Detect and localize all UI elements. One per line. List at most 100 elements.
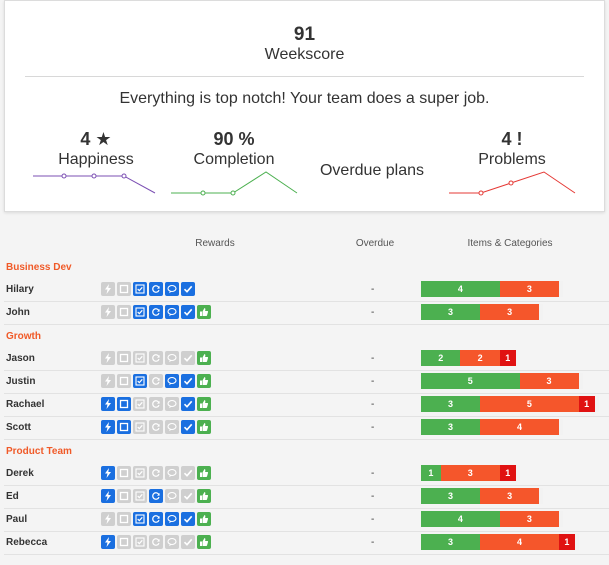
bolt-icon[interactable] <box>101 397 115 411</box>
metric-happiness[interactable]: 4 ★ Happiness <box>21 129 171 169</box>
member-name[interactable]: Justin <box>6 376 36 387</box>
chat-icon[interactable] <box>165 535 179 549</box>
member-name[interactable]: Paul <box>6 514 28 525</box>
thumbs-up-icon[interactable] <box>197 420 211 434</box>
table-row[interactable]: Rachael - 3 5 1 <box>0 394 609 417</box>
check-icon[interactable] <box>181 305 195 319</box>
member-name[interactable]: Rebecca <box>6 537 48 548</box>
member-name[interactable]: Hilary <box>6 284 34 295</box>
square-icon[interactable] <box>117 282 131 296</box>
refresh-icon[interactable] <box>149 466 163 480</box>
refresh-icon[interactable] <box>149 420 163 434</box>
refresh-icon[interactable] <box>149 512 163 526</box>
chat-icon[interactable] <box>165 397 179 411</box>
checkbox-icon[interactable] <box>133 489 147 503</box>
thumbs-up-icon[interactable] <box>197 466 211 480</box>
chat-icon[interactable] <box>165 466 179 480</box>
check-icon[interactable] <box>181 397 195 411</box>
table-row[interactable]: John - 3 3 <box>0 302 609 325</box>
table-row[interactable]: Paul - 4 3 <box>0 509 609 532</box>
square-icon[interactable] <box>117 420 131 434</box>
checkbox-icon[interactable] <box>133 374 147 388</box>
checkbox-icon[interactable] <box>133 535 147 549</box>
square-icon[interactable] <box>117 466 131 480</box>
member-name[interactable]: Ed <box>6 491 19 502</box>
square-icon[interactable] <box>117 489 131 503</box>
metric-completion[interactable]: 90 % Completion <box>159 129 309 169</box>
bolt-icon[interactable] <box>101 512 115 526</box>
square-icon[interactable] <box>117 512 131 526</box>
table-row[interactable]: Scott - 3 4 <box>0 417 609 440</box>
thumbs-up-icon[interactable] <box>197 374 211 388</box>
table-row[interactable]: Hilary - 4 3 <box>0 279 609 302</box>
thumbs-up-icon[interactable] <box>197 305 211 319</box>
refresh-icon[interactable] <box>149 305 163 319</box>
bolt-icon[interactable] <box>101 351 115 365</box>
square-icon[interactable] <box>117 397 131 411</box>
member-name[interactable]: Jason <box>6 353 35 364</box>
table-row[interactable]: Derek - 1 3 1 <box>0 463 609 486</box>
chat-icon[interactable] <box>165 489 179 503</box>
checkbox-icon[interactable] <box>133 466 147 480</box>
thumbs-up-icon[interactable] <box>197 351 211 365</box>
bolt-icon[interactable] <box>101 305 115 319</box>
checkbox-icon[interactable] <box>133 282 147 296</box>
check-icon[interactable] <box>181 535 195 549</box>
table-row[interactable]: Rebecca - 3 4 1 <box>0 532 609 555</box>
checkbox-icon[interactable] <box>133 305 147 319</box>
check-icon[interactable] <box>181 282 195 296</box>
checkbox-icon[interactable] <box>133 397 147 411</box>
checkbox-icon[interactable] <box>133 351 147 365</box>
square-icon[interactable] <box>117 305 131 319</box>
member-name[interactable]: Derek <box>6 468 34 479</box>
table-row[interactable]: Justin - 5 3 <box>0 371 609 394</box>
bolt-icon[interactable] <box>101 489 115 503</box>
refresh-icon[interactable] <box>149 535 163 549</box>
table-row[interactable]: Ed - 3 3 <box>0 486 609 509</box>
refresh-icon[interactable] <box>149 489 163 503</box>
metric-problems[interactable]: 4 ! Problems <box>437 129 587 169</box>
bolt-icon[interactable] <box>101 282 115 296</box>
checkbox-icon[interactable] <box>133 420 147 434</box>
chat-icon[interactable] <box>165 420 179 434</box>
chat-icon[interactable] <box>165 282 179 296</box>
check-icon[interactable] <box>181 374 195 388</box>
bolt-icon[interactable] <box>101 466 115 480</box>
check-icon[interactable] <box>181 512 195 526</box>
refresh-icon[interactable] <box>149 351 163 365</box>
thumbs-up-icon[interactable] <box>197 535 211 549</box>
check-icon[interactable] <box>181 420 195 434</box>
thumbs-up-icon[interactable] <box>197 512 211 526</box>
check-icon[interactable] <box>181 351 195 365</box>
bolt-icon[interactable] <box>101 420 115 434</box>
member-name[interactable]: Rachael <box>6 399 45 410</box>
check-icon[interactable] <box>181 489 195 503</box>
chat-icon[interactable] <box>165 374 179 388</box>
refresh-icon[interactable] <box>149 397 163 411</box>
checkbox-icon[interactable] <box>133 512 147 526</box>
member-name[interactable]: John <box>6 307 30 318</box>
table-row[interactable]: Jason -2 2 1 <box>0 348 609 371</box>
metric-overdue-plans[interactable]: Overdue plans <box>297 129 447 180</box>
chat-icon[interactable] <box>165 305 179 319</box>
square-icon[interactable] <box>117 351 131 365</box>
square-icon[interactable] <box>117 374 131 388</box>
square-icon[interactable] <box>117 535 131 549</box>
member-name[interactable]: Scott <box>6 422 31 433</box>
chat-icon[interactable] <box>165 351 179 365</box>
check-icon[interactable] <box>181 466 195 480</box>
chat-icon[interactable] <box>165 512 179 526</box>
refresh-icon[interactable] <box>149 374 163 388</box>
bolt-icon[interactable] <box>101 535 115 549</box>
bolt-icon[interactable] <box>101 374 115 388</box>
